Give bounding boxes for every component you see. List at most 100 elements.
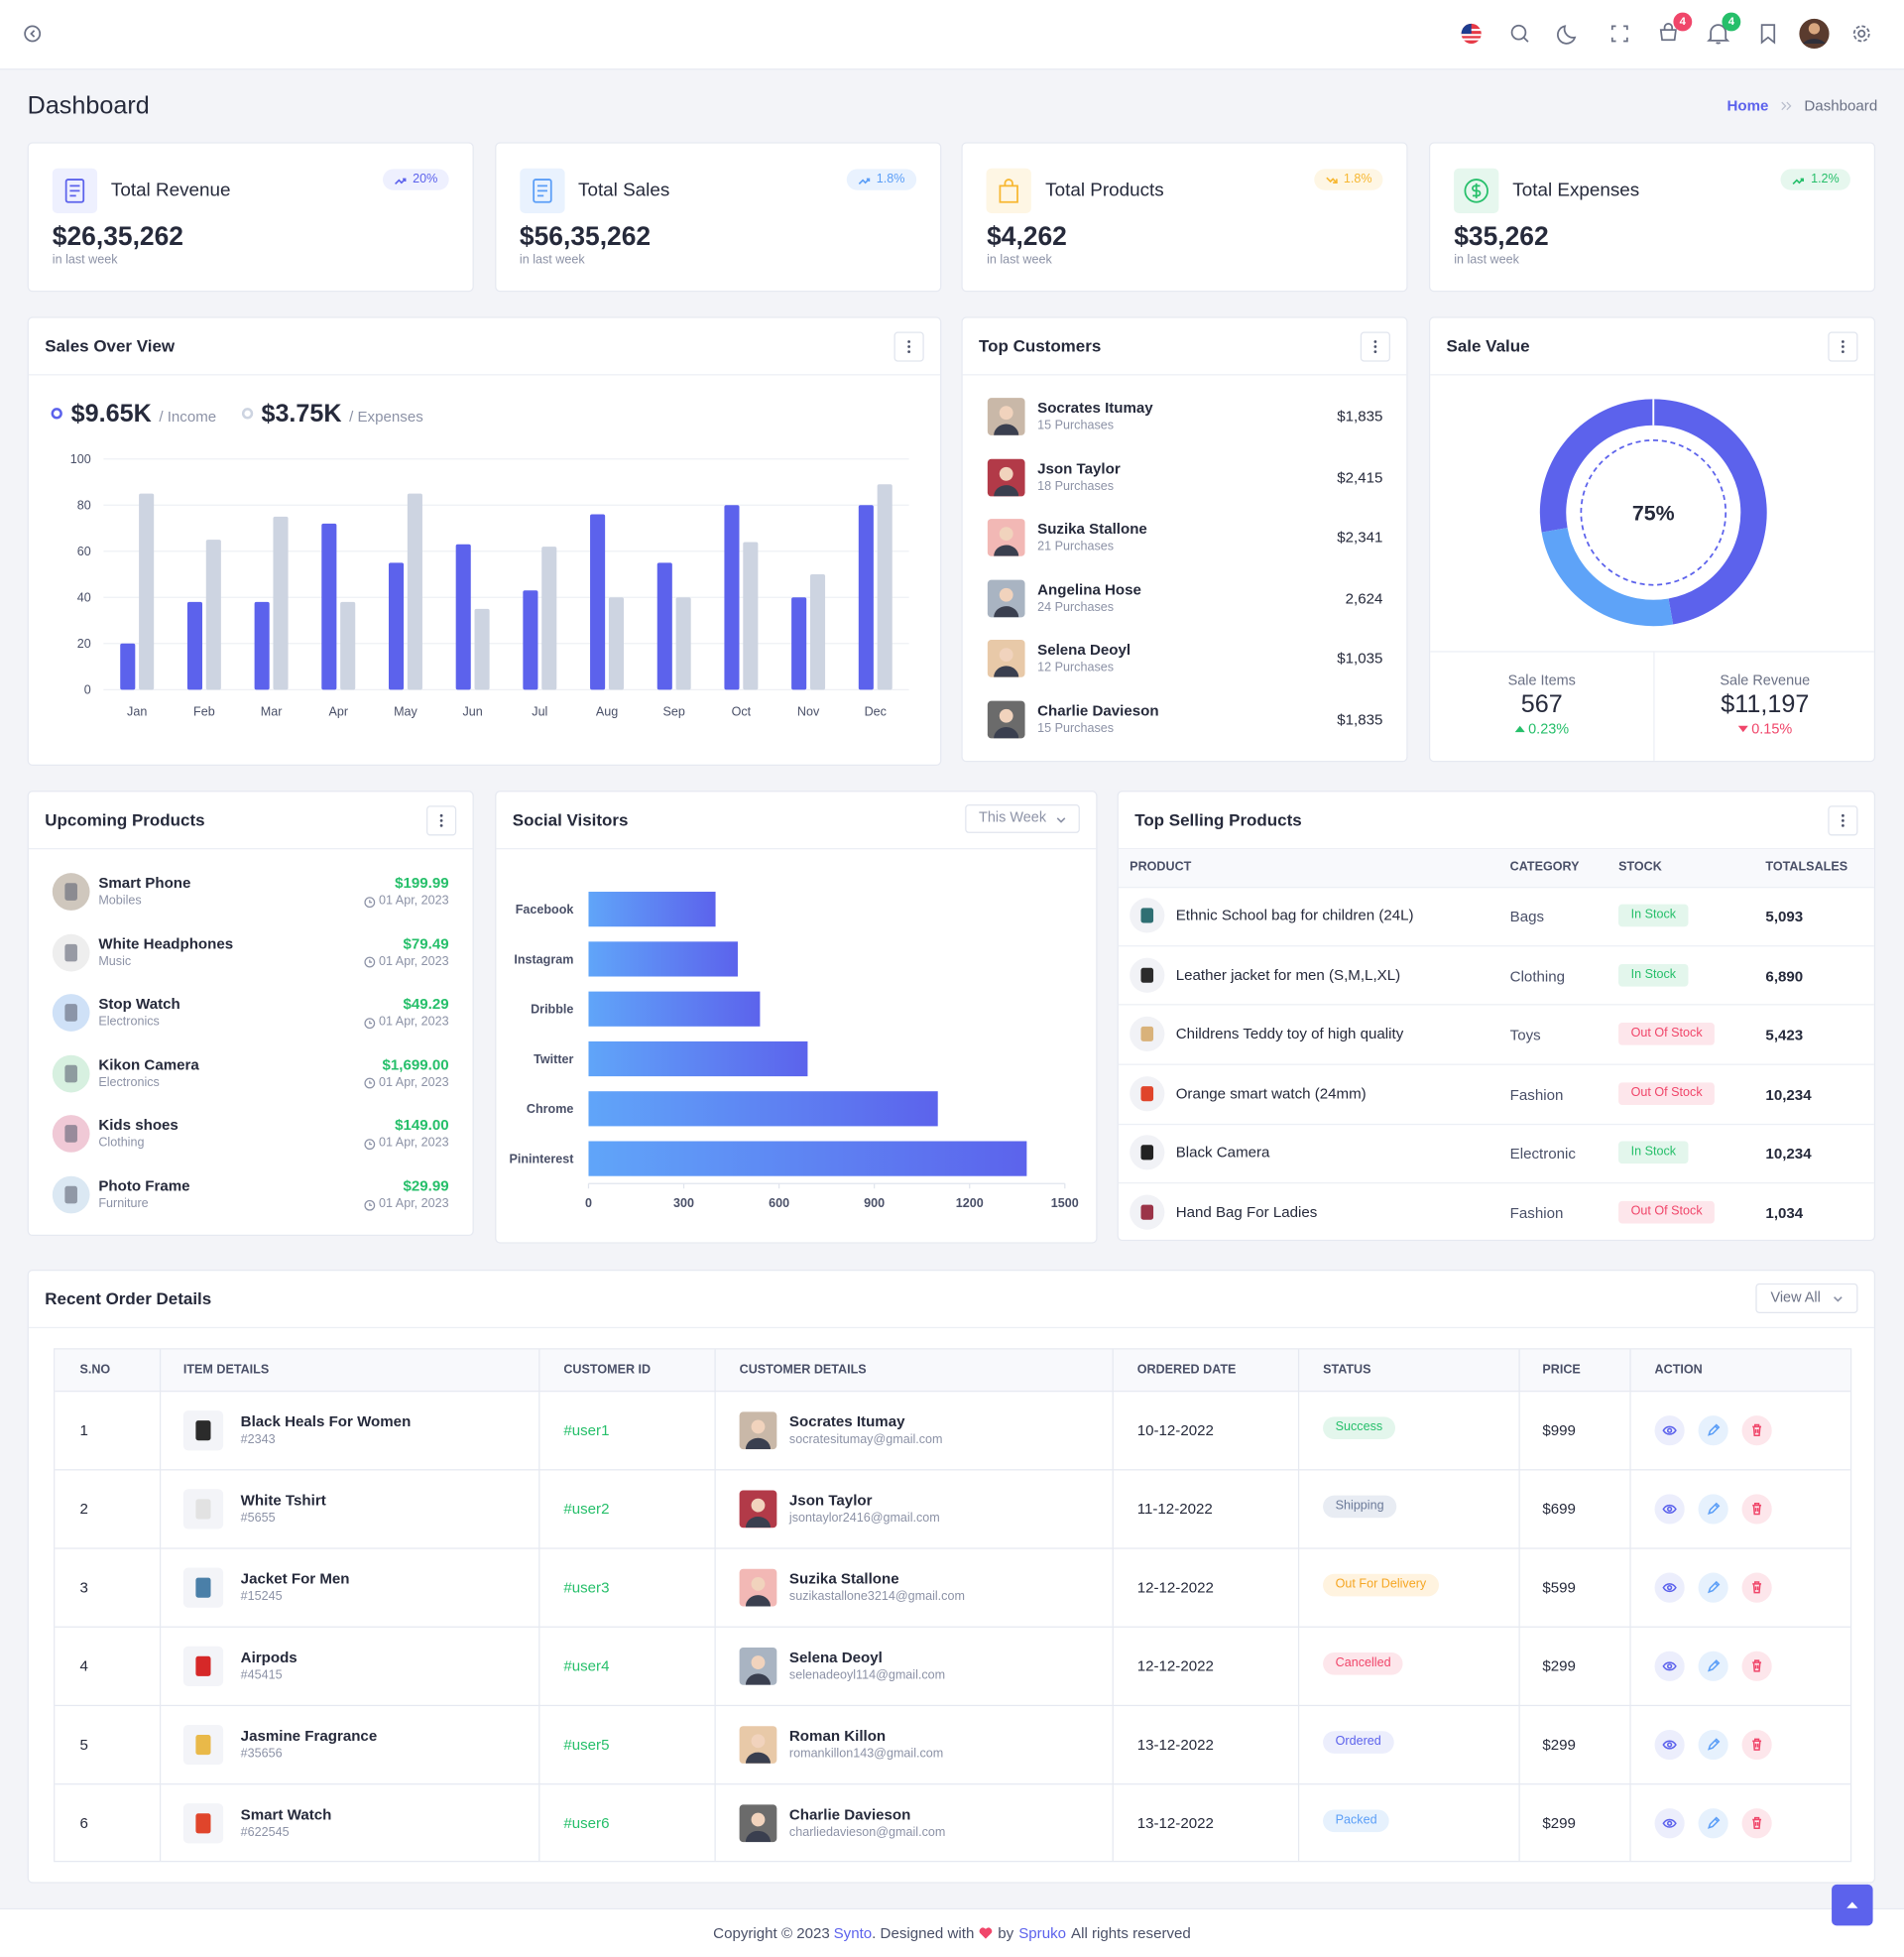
delete-button[interactable] xyxy=(1741,1807,1772,1838)
cart-icon[interactable] xyxy=(1659,23,1677,42)
more-button[interactable] xyxy=(1828,805,1858,836)
search-icon[interactable] xyxy=(1510,24,1529,43)
avatar-head xyxy=(999,527,1013,542)
item-name: Jacket For Men xyxy=(240,1569,350,1587)
order-date: 10-12-2022 xyxy=(1136,1420,1214,1439)
clock-icon xyxy=(364,1077,376,1089)
sidebar-toggle[interactable] xyxy=(24,25,42,43)
item-image xyxy=(182,1802,224,1843)
stat-note: in last week xyxy=(52,253,118,268)
y-tick-label: Instagram xyxy=(514,952,573,966)
avatar-head xyxy=(999,406,1013,421)
trend-arrow xyxy=(394,177,407,184)
edit-button[interactable] xyxy=(1698,1729,1728,1760)
x-tick-label: May xyxy=(394,705,417,719)
order-date: 12-12-2022 xyxy=(1136,1577,1214,1596)
stat-note: in last week xyxy=(519,253,585,268)
dropdown-label: This Week xyxy=(979,810,1047,826)
chevron-icon xyxy=(1056,817,1066,823)
bar xyxy=(791,597,807,690)
stat-title: Total Expenses xyxy=(1512,180,1640,201)
serial-number: 2 xyxy=(79,1499,88,1518)
icon-shape xyxy=(1000,179,1019,203)
item-id: #5655 xyxy=(240,1511,276,1526)
stat-note: in last week xyxy=(987,253,1052,268)
product-glyph xyxy=(1140,1085,1154,1102)
product-price: $149.00 xyxy=(395,1116,449,1135)
edit-button[interactable] xyxy=(1698,1807,1728,1838)
x-tick-label: Feb xyxy=(193,705,215,719)
view-button[interactable] xyxy=(1654,1807,1685,1838)
delete-button[interactable] xyxy=(1741,1493,1772,1524)
delete-button[interactable] xyxy=(1741,1729,1772,1760)
more-button[interactable] xyxy=(1828,331,1858,362)
dark-mode-icon[interactable] xyxy=(1556,25,1577,45)
footer-author[interactable]: Spruko xyxy=(1018,1924,1067,1942)
trash xyxy=(1752,1580,1762,1593)
avatar xyxy=(987,579,1025,618)
product-glyph xyxy=(64,1064,77,1083)
more-button[interactable] xyxy=(893,331,924,362)
edit-button[interactable] xyxy=(1698,1571,1728,1603)
delete-button[interactable] xyxy=(1741,1414,1772,1445)
card-title: Social Visitors xyxy=(512,810,629,830)
product-date: 01 Apr, 2023 xyxy=(364,1076,449,1091)
donut-chart: 75% xyxy=(1539,399,1767,627)
period-dropdown[interactable]: This Week xyxy=(965,804,1080,833)
column-header: STOCK xyxy=(1618,860,1662,875)
scroll-top-button[interactable] xyxy=(1832,1884,1873,1926)
delete-button[interactable] xyxy=(1741,1651,1772,1681)
notification-icon[interactable] xyxy=(1707,24,1730,45)
stat-note: in last week xyxy=(1454,253,1519,268)
view-button[interactable] xyxy=(1654,1493,1685,1524)
item-image xyxy=(182,1646,224,1686)
dot xyxy=(1842,818,1844,822)
card-header-divider xyxy=(28,1326,1874,1329)
item-id: #2343 xyxy=(240,1432,276,1446)
view-button[interactable] xyxy=(1654,1651,1685,1681)
action-icon xyxy=(1752,1423,1762,1436)
avatar xyxy=(987,700,1025,739)
avatar xyxy=(739,1568,777,1606)
avatar xyxy=(739,1725,777,1764)
item-glyph xyxy=(195,1419,211,1440)
row-divider xyxy=(55,1783,1850,1785)
view-all-button[interactable]: View All xyxy=(1755,1283,1858,1314)
footer-brand[interactable]: Synto xyxy=(833,1924,873,1942)
edit-button[interactable] xyxy=(1698,1493,1728,1524)
breadcrumb-home[interactable]: Home xyxy=(1726,96,1769,115)
item-id: #35656 xyxy=(240,1746,283,1761)
avatar-figure xyxy=(994,527,1019,557)
product-category: Music xyxy=(98,954,132,969)
view-button[interactable] xyxy=(1654,1414,1685,1445)
view-button[interactable] xyxy=(1654,1571,1685,1603)
bar xyxy=(407,493,422,690)
more-icon xyxy=(439,813,443,827)
legend: $9.65K / Income $3.75K / Expenses xyxy=(51,401,448,429)
column-header: ACTION xyxy=(1654,1363,1703,1378)
serial-number: 1 xyxy=(79,1420,88,1439)
product-shape xyxy=(1140,908,1154,923)
edit-button[interactable] xyxy=(1698,1414,1728,1445)
language-flag[interactable] xyxy=(1461,23,1482,45)
item-glyph xyxy=(195,1655,211,1676)
more-button[interactable] xyxy=(426,805,457,836)
product-glyph xyxy=(64,883,77,901)
customer-id: #user6 xyxy=(563,1813,610,1832)
bookmark-icon[interactable] xyxy=(1760,24,1776,45)
delete-button[interactable] xyxy=(1741,1571,1772,1603)
item-id: #622545 xyxy=(240,1825,290,1839)
customer-name: Socrates Itumay xyxy=(1037,399,1153,417)
product-name: Kikon Camera xyxy=(98,1055,199,1074)
fullscreen-icon[interactable] xyxy=(1610,25,1628,43)
stat-change: 20% xyxy=(382,169,449,190)
edit-button[interactable] xyxy=(1698,1651,1728,1681)
stats-divider xyxy=(1653,651,1655,761)
more-button[interactable] xyxy=(1360,331,1390,362)
user-avatar[interactable] xyxy=(1799,18,1830,50)
product-price: $79.49 xyxy=(403,934,449,952)
column-divider xyxy=(1518,1349,1520,1861)
settings-icon[interactable] xyxy=(1852,25,1870,43)
view-button[interactable] xyxy=(1654,1729,1685,1760)
